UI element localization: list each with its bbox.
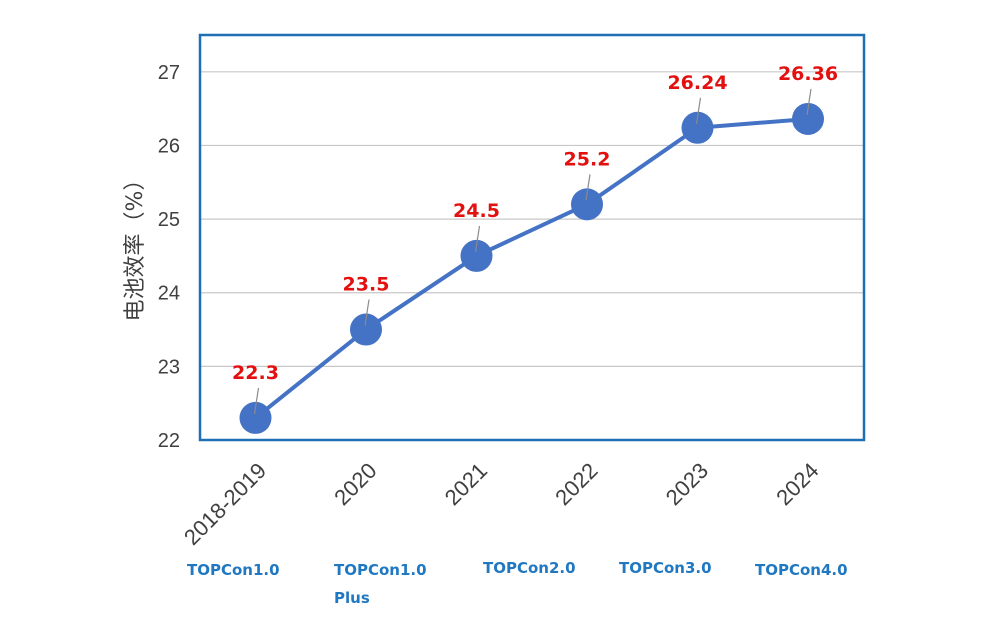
- y-axis-ticks: 22 23 24 25 26 27: [158, 62, 180, 452]
- x-axis-ticks: 2018-2019 2020 2021 2022 2023 2024: [179, 458, 824, 550]
- y-tick-label: 25: [158, 209, 180, 231]
- x-tick-label: 2020: [329, 458, 381, 510]
- generation-label-topcon1: TOPCon1.0: [187, 556, 317, 584]
- data-label-leader: [474, 225, 481, 253]
- x-tick-label: 2018-2019: [179, 458, 271, 550]
- data-label-leader: [364, 299, 370, 326]
- y-tick-label: 26: [158, 135, 180, 157]
- y-tick-label: 24: [158, 283, 180, 305]
- x-tick-label: 2021: [440, 458, 492, 510]
- data-point: [681, 111, 714, 144]
- data-label: 23.5: [343, 274, 390, 296]
- data-labels: 22.3 23.5 24.5 25.2 26.24 26.36: [232, 63, 838, 415]
- data-point: [460, 239, 493, 272]
- data-point: [571, 188, 603, 221]
- generation-label-line: TOPCon3.0: [619, 559, 712, 577]
- data-label: 26.36: [778, 63, 838, 85]
- data-label-leader: [253, 387, 260, 415]
- generation-label-topcon1-plus: TOPCon1.0 Plus: [334, 556, 464, 612]
- data-point: [350, 313, 382, 346]
- series-line: [254, 116, 809, 420]
- x-tick-label: 2024: [771, 458, 823, 510]
- generation-label-topcon3: TOPCon3.0: [619, 554, 749, 582]
- generation-label-topcon4: TOPCon4.0: [755, 556, 885, 584]
- data-label: 22.3: [232, 362, 279, 384]
- data-label: 25.2: [564, 148, 611, 170]
- generation-label-topcon2: TOPCon2.0: [483, 554, 613, 582]
- generation-label-line: TOPCon1.0: [187, 561, 280, 579]
- y-axis-label: 电池效率（%）: [123, 169, 148, 322]
- data-label-leader: [695, 97, 702, 124]
- y-tick-label: 22: [158, 430, 180, 452]
- generation-label-line: TOPCon1.0: [334, 561, 427, 579]
- data-point: [792, 102, 824, 135]
- data-point: [239, 401, 272, 434]
- data-label: 24.5: [453, 200, 500, 222]
- data-label-leader: [585, 174, 591, 201]
- series-efficiency: [239, 102, 824, 434]
- generation-label-line: TOPCon4.0: [755, 561, 848, 579]
- plot-frame: [198, 33, 866, 442]
- gridlines: [200, 71, 864, 367]
- x-tick-label: 2023: [661, 458, 713, 510]
- x-tick-label: 2022: [550, 458, 602, 510]
- generation-label-line: TOPCon2.0: [483, 559, 576, 577]
- generation-label-line: Plus: [334, 589, 370, 607]
- data-label: 26.24: [667, 72, 727, 94]
- data-label-leader: [806, 88, 812, 116]
- y-tick-label: 27: [158, 62, 180, 84]
- y-tick-label: 23: [158, 356, 180, 378]
